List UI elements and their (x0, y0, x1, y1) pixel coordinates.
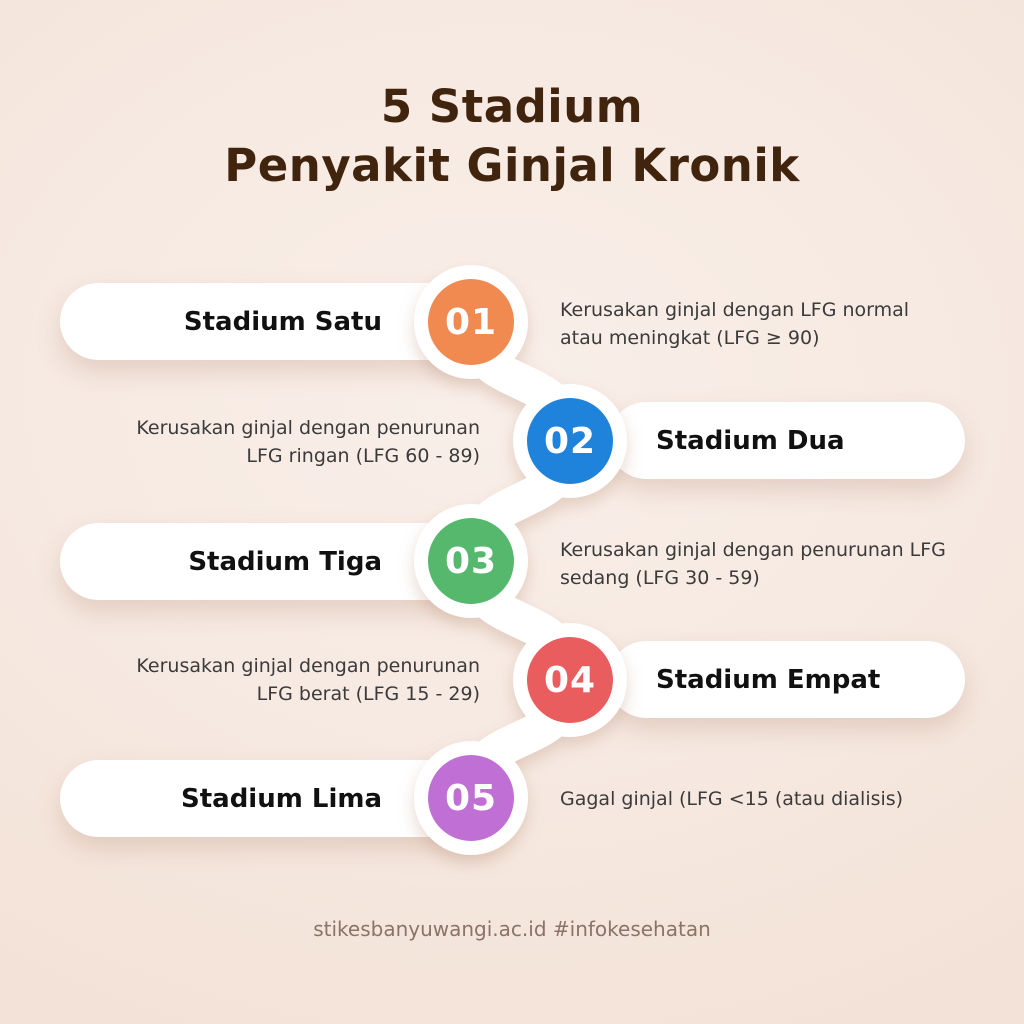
stage-number-5: 05 (444, 777, 498, 819)
stage-number-badge-3: 03 (428, 518, 514, 604)
stage-description-1: Kerusakan ginjal dengan LFG normal atau … (560, 299, 910, 349)
stage-number-1: 01 (444, 301, 498, 343)
stage-description-4: Kerusakan ginjal dengan penurunan LFG be… (136, 655, 480, 705)
stage-card-2: Stadium Dua (608, 402, 965, 479)
page-title-line1: 5 Stadium (380, 80, 644, 133)
stage-number-3: 03 (444, 540, 498, 582)
footer-credit: stikesbanyuwangi.ac.id #infokesehatan (313, 917, 711, 941)
stage-label-3: Stadium Tiga (188, 546, 382, 577)
stage-label-5: Stadium Lima (181, 783, 382, 814)
stage-label-4: Stadium Empat (656, 664, 881, 695)
stage-description-5: Gagal ginjal (LFG <15 (atau dialisis) (560, 788, 904, 810)
stage-description-2: Kerusakan ginjal dengan penurunan LFG ri… (136, 417, 480, 467)
stage-number-badge-5: 05 (428, 755, 514, 841)
stage-number-4: 04 (543, 659, 597, 701)
stage-number-badge-1: 01 (428, 279, 514, 365)
stage-card-4: Stadium Empat (608, 641, 965, 718)
stage-label-1: Stadium Satu (183, 306, 382, 337)
stage-label-2: Stadium Dua (656, 425, 845, 456)
stage-number-badge-2: 02 (527, 398, 613, 484)
stage-number-badge-4: 04 (527, 637, 613, 723)
stage-description-3: Kerusakan ginjal dengan penurunan LFG se… (560, 539, 946, 589)
page-title: 5 Stadium Penyakit Ginjal Kronik (0, 78, 1024, 195)
page-title-line2: Penyakit Ginjal Kronik (224, 138, 800, 192)
stage-number-2: 02 (543, 420, 597, 462)
